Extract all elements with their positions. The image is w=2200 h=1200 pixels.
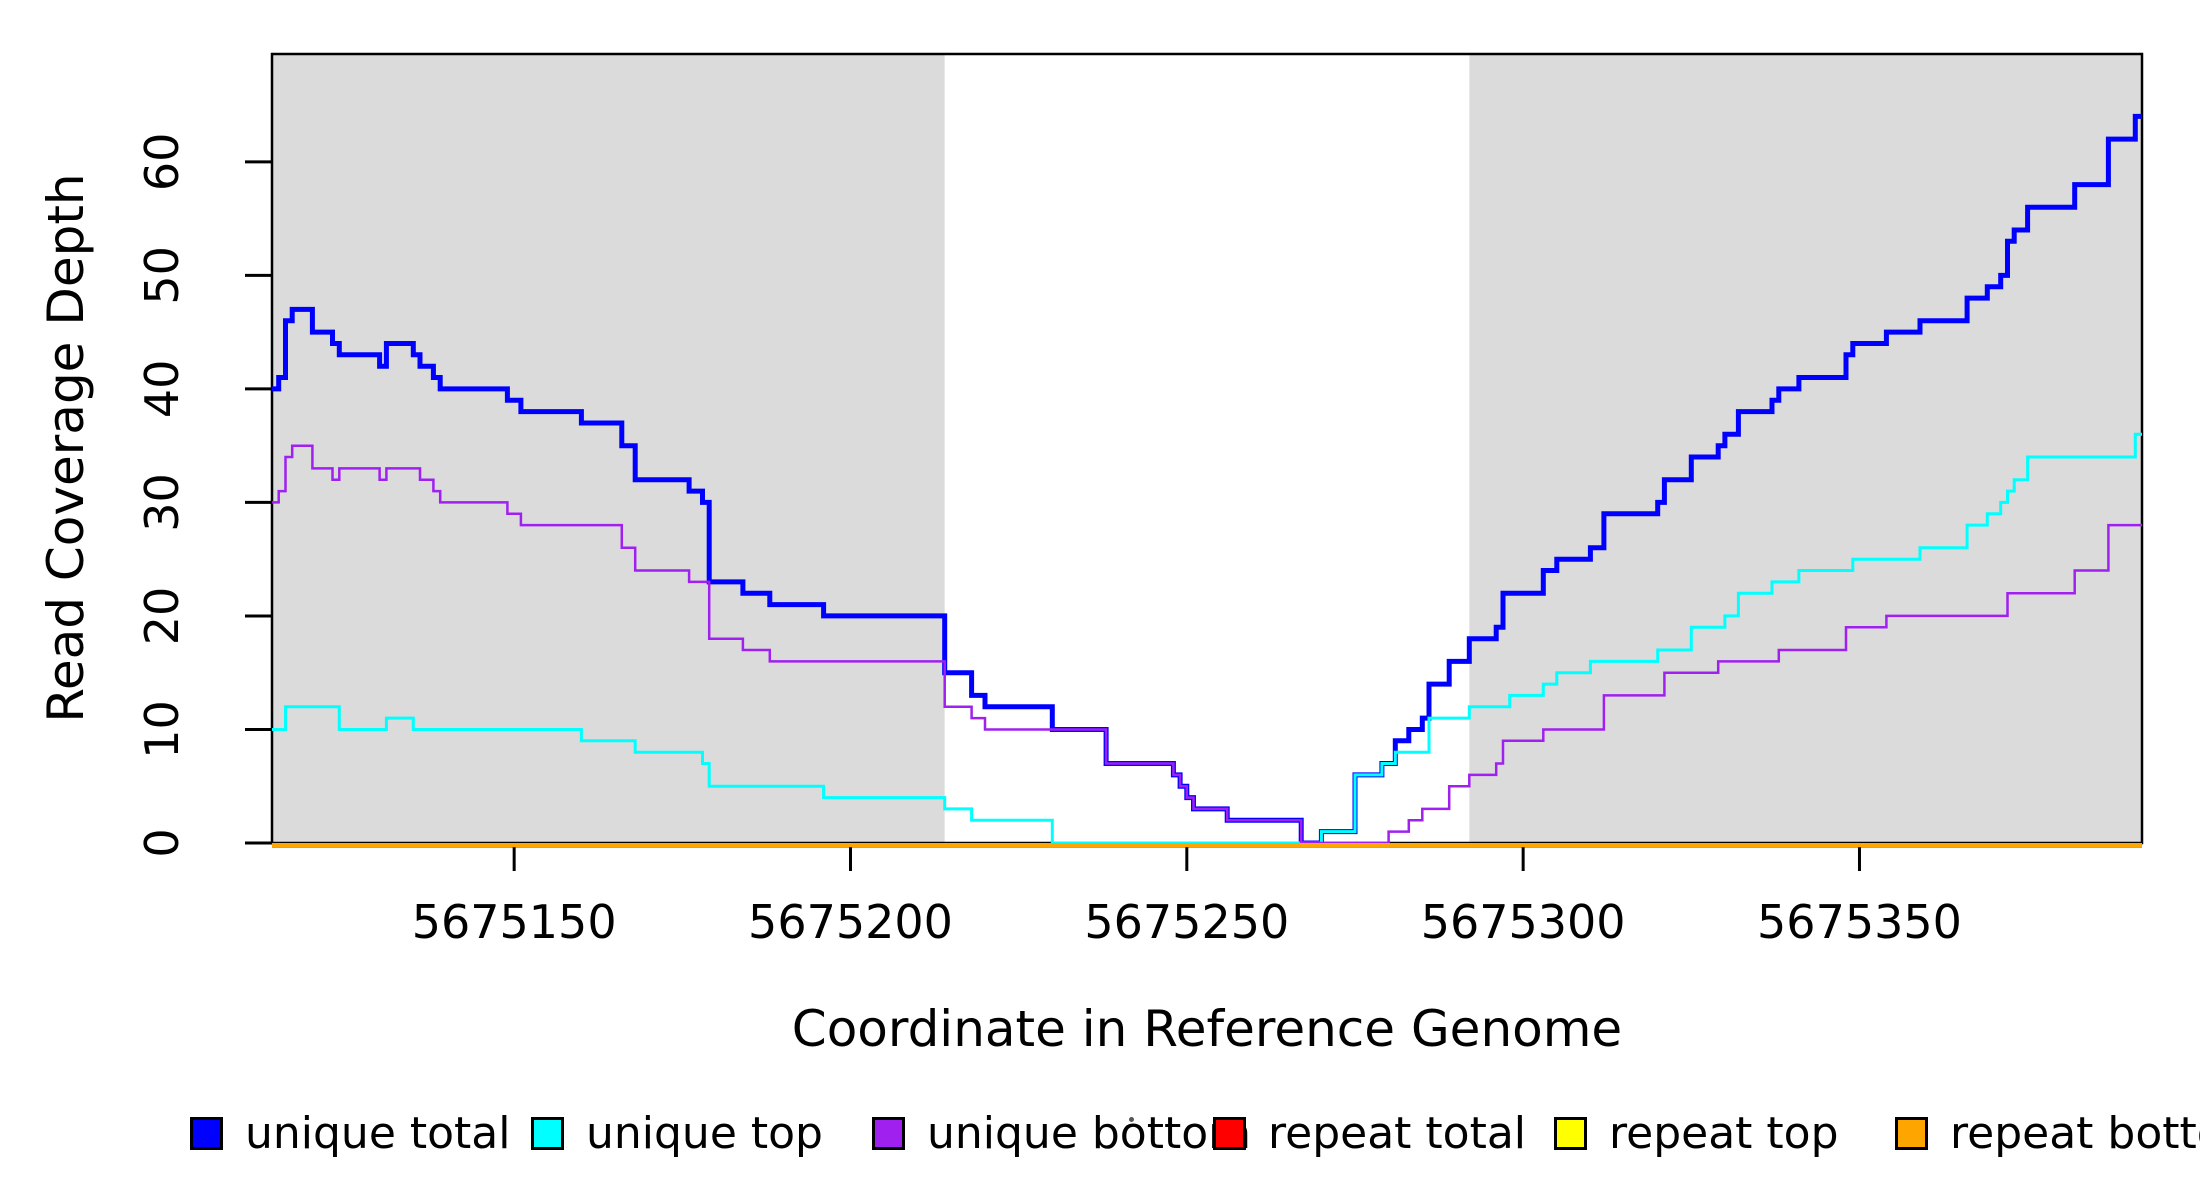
- y-tick-label: 40: [135, 360, 189, 419]
- y-tick-label: 0: [135, 828, 189, 857]
- legend-label: repeat bottom: [1950, 1107, 2200, 1159]
- legend-swatch-icon: [190, 1116, 223, 1150]
- x-tick-label: 5675300: [1421, 895, 1626, 949]
- y-tick-label: 10: [135, 700, 189, 759]
- legend-item-unique-bottom: unique bottom: [872, 1107, 1252, 1159]
- legend-item-unique-top: unique top: [531, 1107, 823, 1159]
- coverage-step-plot: 5675150 5675200 5675250 5675300 5675350 0 10 20…: [37, 52, 2144, 1058]
- series-unique-top: [272, 432, 2142, 845]
- legend-label: unique top: [586, 1107, 823, 1159]
- x-tick-label: 5675350: [1757, 895, 1962, 949]
- legend-swatch-icon: [872, 1116, 905, 1150]
- legend-swatch-icon: [1895, 1116, 1928, 1150]
- data-series-lines: [272, 113, 2142, 848]
- legend-item-repeat-top: repeat top: [1554, 1107, 1839, 1159]
- legend-label: repeat total: [1268, 1107, 1527, 1159]
- y-tick-label: 20: [135, 587, 189, 646]
- x-axis-title: Coordinate in Reference Genome: [792, 1000, 1622, 1058]
- legend-swatch-icon: [1554, 1116, 1587, 1150]
- series-unique-bottom: [272, 444, 2142, 845]
- axes-ticks: 5675150 5675200 5675250 5675300 5675350 0 10 20…: [135, 133, 1962, 949]
- shaded-regions: [272, 54, 2142, 843]
- legend-label: repeat top: [1609, 1107, 1839, 1159]
- legend: unique total unique top unique bottom repea…: [0, 1108, 2200, 1168]
- x-tick-label: 5675150: [412, 895, 617, 949]
- y-axis-title: Read Coverage Depth: [37, 173, 95, 722]
- legend-swatch-icon: [531, 1116, 564, 1150]
- stray-mark: [1129, 1117, 1134, 1122]
- legend-swatch-icon: [1213, 1116, 1246, 1150]
- y-tick-label: 60: [135, 133, 189, 192]
- x-tick-label: 5675200: [748, 895, 953, 949]
- legend-label: unique bottom: [927, 1107, 1252, 1159]
- y-tick-label: 50: [135, 246, 189, 305]
- shaded-region: [1469, 54, 2142, 843]
- shaded-region: [272, 54, 945, 843]
- legend-item-repeat-bottom: repeat bottom: [1895, 1107, 2200, 1159]
- legend-label: unique total: [245, 1107, 511, 1159]
- y-tick-label: 30: [135, 473, 189, 532]
- legend-item-repeat-total: repeat total: [1213, 1107, 1527, 1159]
- legend-item-unique-total: unique total: [190, 1107, 511, 1159]
- x-tick-label: 5675250: [1084, 895, 1289, 949]
